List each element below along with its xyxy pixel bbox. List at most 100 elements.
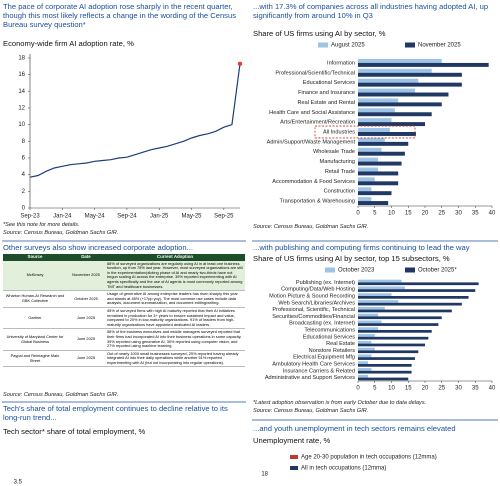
x-tick-label: 5	[373, 386, 377, 392]
y-tick-label: Accommodation & Food Services	[272, 179, 355, 185]
bar	[358, 177, 375, 182]
table-row: Gartner June 2025 45% of surveyed firms wi…	[3, 307, 245, 330]
source: Source: Census Bureau, Goldman Sachs GIR…	[3, 230, 119, 236]
legend-swatch	[290, 466, 298, 470]
bar	[358, 327, 379, 330]
chart-title: Tech's share of total employment continu…	[3, 404, 228, 422]
bar	[358, 161, 402, 166]
bar	[358, 62, 489, 67]
y-tick-label: Telecommunications	[304, 327, 355, 333]
y-tick-label: Motion Picture & Sound Recording	[269, 293, 355, 299]
x-tick-label: Sep-24	[117, 214, 137, 220]
bar	[358, 340, 372, 344]
bar	[358, 347, 375, 351]
table-row: Wharton Human-AI Research and GBK Collec…	[3, 290, 245, 308]
x-tick-label: 30	[455, 211, 462, 217]
chart-subtitle: Economy-wide firm AI adoption rate, %	[3, 39, 134, 48]
y-tick-label: 12	[18, 106, 25, 112]
x-tick-label: May-24	[85, 214, 106, 220]
y-tick-label: Construction	[324, 189, 355, 195]
x-tick-label: 25	[438, 386, 445, 392]
bar	[358, 151, 405, 156]
bar	[358, 112, 432, 117]
table-title: Other surveys also show increased corpor…	[3, 243, 193, 252]
y-tick-label: Transportation & Warehousing	[280, 199, 355, 205]
table-cell: Wharton Human-AI Research and GBK Collec…	[3, 290, 67, 308]
y-tick-label: Broadcasting (ex. Internet)	[289, 321, 355, 327]
y-tick-label: Arts/Entertainment/Recreation	[280, 120, 355, 126]
y-tick-label: 8	[22, 139, 26, 145]
bar	[358, 316, 442, 320]
bar	[358, 78, 419, 83]
table-cell: June 2025	[67, 350, 105, 368]
bar	[358, 286, 405, 290]
bar	[358, 313, 379, 317]
bar	[358, 306, 385, 310]
bar	[358, 368, 372, 371]
table-cell: 45% of surveyed firms with high AI matur…	[105, 307, 245, 330]
table-cell: 58% of the business executives and middl…	[105, 328, 245, 351]
bar	[358, 141, 409, 146]
y-tick-label: Educational Services	[303, 80, 355, 86]
y-tick-label: 10	[18, 122, 25, 128]
bar	[358, 320, 382, 324]
y-tick-label: 2	[22, 189, 26, 195]
chart-subtitle: Unemployment rate, %	[253, 436, 331, 445]
legend-label: August 2025	[331, 43, 365, 49]
bar	[358, 72, 462, 77]
bar	[358, 191, 392, 196]
source: Source: Census Bureau, Goldman Sachs GIR…	[3, 392, 119, 398]
table-cell: November 2025	[67, 260, 105, 292]
survey-table: Source Date Current Adoption McKinsey Novemb…	[3, 254, 245, 368]
table-cell: Usage of generative AI among enterprise …	[105, 290, 245, 308]
x-tick-label: 35	[472, 211, 479, 217]
chart-subtitle: Share of US firms using AI by sector, to…	[253, 254, 450, 263]
x-tick-label: Sep-25	[214, 214, 234, 220]
bar	[358, 336, 429, 340]
x-tick-label: 5	[373, 211, 377, 217]
bar	[358, 197, 372, 202]
chart-subtitle: Tech sector* share of total employment, …	[3, 427, 146, 436]
bar	[358, 137, 385, 142]
table-cell: McKinsey	[3, 260, 67, 292]
bar	[358, 282, 479, 286]
bar	[358, 157, 379, 162]
y-tick-label: 18	[18, 56, 25, 62]
y-tick-label: Health Care and Social Assistance	[269, 110, 355, 116]
legend-label: November 2025	[418, 43, 461, 49]
legend-label: October 2023	[338, 268, 375, 274]
chart-subtitle: Share of US firms using AI by sector, %	[253, 29, 386, 38]
bar	[358, 58, 442, 63]
bar	[358, 289, 476, 292]
bar	[358, 88, 415, 93]
legend-swatch	[325, 267, 335, 273]
legend-label: Age 20-30 population in tech occupations…	[301, 455, 437, 461]
bar	[358, 108, 395, 113]
bar	[358, 343, 425, 347]
column-header: Source	[3, 254, 67, 261]
y-tick-label: Computing/Data/Web Hosting	[281, 287, 355, 293]
bar	[358, 279, 402, 283]
bar	[358, 350, 419, 354]
table-row: University of Maryland Center for Global…	[3, 328, 245, 351]
y-tick-label: Securities/Commodities/Financial	[272, 314, 355, 320]
y-tick-label: 4	[22, 172, 26, 178]
x-tick-label: 15	[405, 211, 412, 217]
x-tick-label: 20	[422, 211, 429, 217]
y-tick-label: All Industries	[323, 129, 355, 135]
x-tick-label: Jan-24	[53, 214, 72, 220]
x-tick-label: 0	[356, 386, 360, 392]
y-tick-label: Wholesale Trade	[313, 149, 355, 155]
x-tick-label: 0	[356, 211, 360, 217]
y-tick-label: 18	[261, 472, 268, 478]
x-tick-label: May-25	[182, 214, 203, 220]
y-tick-label: Professional/Scientific/Technical	[275, 70, 355, 76]
y-tick-label: 14	[18, 89, 25, 95]
source: Source: Census Bureau, Goldman Sachs GIR…	[253, 408, 369, 414]
table-cell: June 2025	[67, 307, 105, 330]
y-tick-label: 0	[22, 206, 26, 212]
bar	[358, 98, 399, 103]
y-tick-label: Manufacturing	[320, 159, 355, 165]
